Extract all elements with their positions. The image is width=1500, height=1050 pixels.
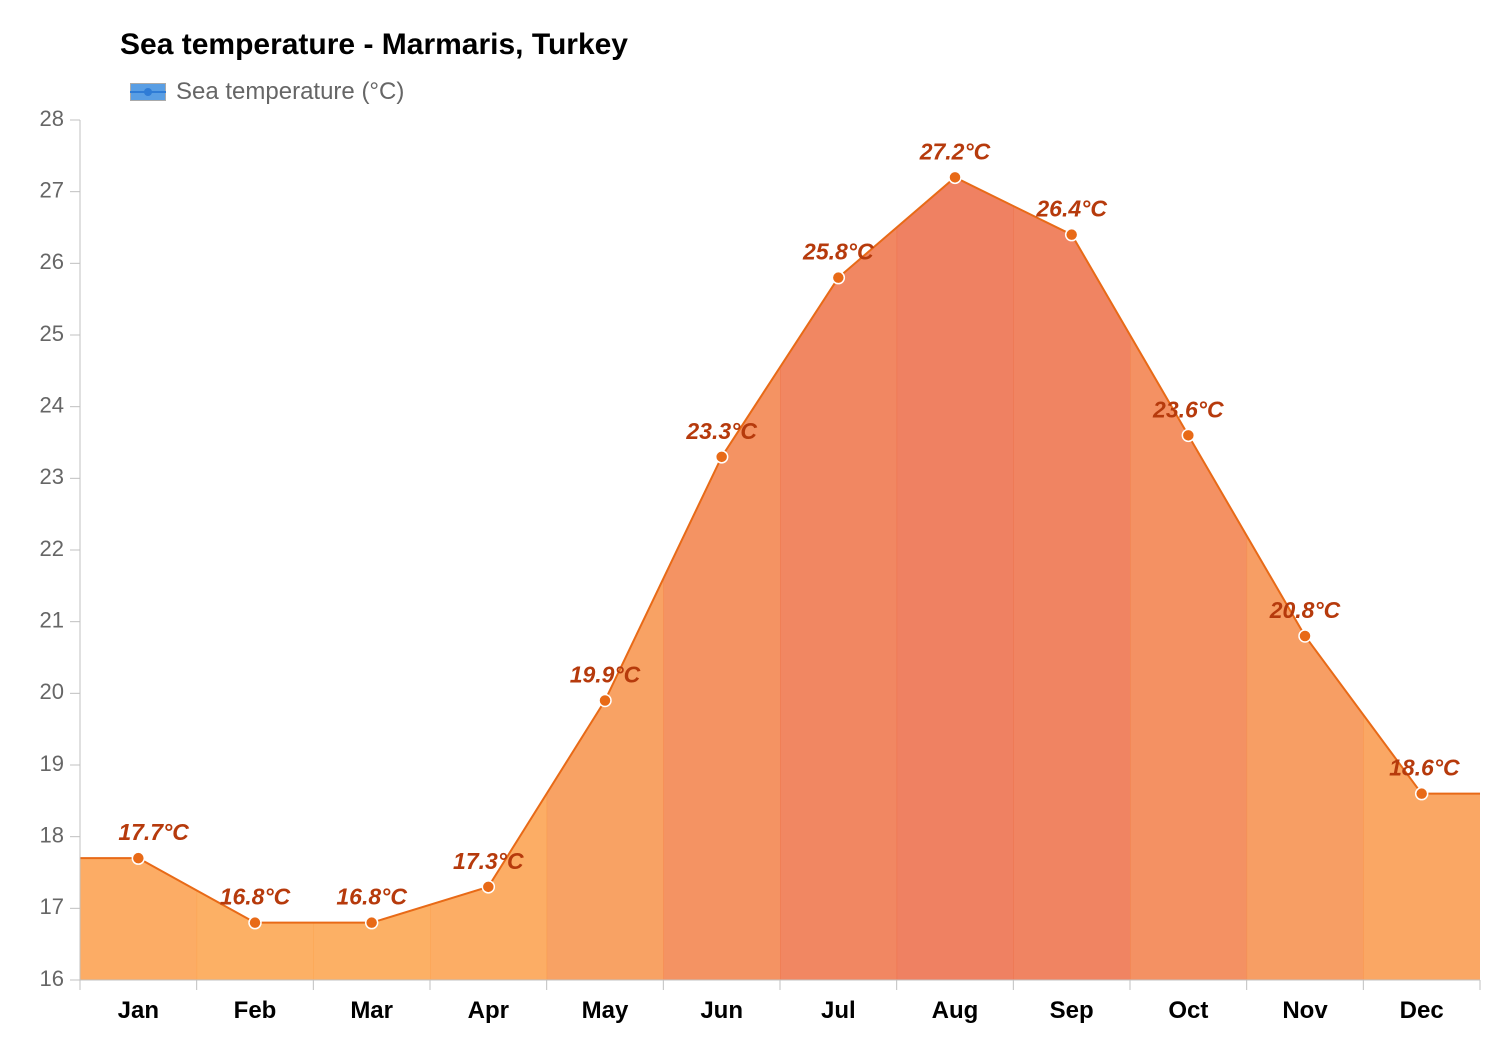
data-label: 20.8°C (1269, 597, 1341, 623)
y-axis-label: 26 (40, 249, 64, 274)
data-label: 23.6°C (1152, 396, 1224, 422)
x-axis-label: Feb (234, 997, 277, 1024)
data-label: 26.4°C (1035, 196, 1107, 222)
x-axis-label: Aug (932, 997, 979, 1024)
data-point (1299, 630, 1311, 642)
x-axis-label: May (582, 997, 629, 1024)
y-axis-label: 21 (40, 607, 64, 632)
data-point (1066, 229, 1078, 241)
data-label: 16.8°C (220, 884, 291, 910)
chart-title: Sea temperature - Marmaris, Turkey (120, 28, 628, 62)
x-axis-label: Nov (1282, 997, 1328, 1024)
data-label: 18.6°C (1389, 755, 1460, 781)
legend-label: Sea temperature (°C) (176, 78, 404, 106)
legend: Sea temperature (°C) (130, 78, 404, 106)
x-axis-label: Sep (1050, 997, 1094, 1024)
data-point (482, 881, 494, 893)
x-axis-label: Mar (350, 997, 393, 1024)
y-axis-label: 23 (40, 464, 64, 489)
data-point (949, 171, 961, 183)
y-axis-label: 24 (40, 392, 64, 417)
data-point (716, 451, 728, 463)
y-axis-label: 17 (40, 894, 64, 919)
x-axis-label: Apr (468, 997, 509, 1024)
y-axis-label: 28 (40, 106, 64, 131)
x-axis-label: Oct (1168, 997, 1208, 1024)
y-axis-label: 18 (40, 822, 64, 847)
data-point (249, 917, 261, 929)
y-axis-label: 16 (40, 966, 64, 991)
data-label: 17.3°C (453, 848, 524, 874)
data-label: 19.9°C (570, 662, 641, 688)
x-axis-label: Jun (700, 997, 743, 1024)
data-point (1182, 429, 1194, 441)
data-label: 17.7°C (118, 819, 189, 845)
data-point (366, 917, 378, 929)
data-label: 16.8°C (336, 884, 407, 910)
data-label: 27.2°C (919, 138, 991, 164)
x-axis-label: Jan (118, 997, 159, 1024)
data-label: 23.3°C (685, 418, 757, 444)
x-axis-label: Jul (821, 997, 856, 1024)
y-axis-label: 20 (40, 679, 64, 704)
data-point (599, 695, 611, 707)
y-axis-label: 19 (40, 751, 64, 776)
legend-swatch (130, 83, 166, 101)
x-axis-label: Dec (1400, 997, 1444, 1024)
data-point (1416, 788, 1428, 800)
data-label: 25.8°C (802, 239, 874, 265)
y-axis-label: 27 (40, 177, 64, 202)
sea-temperature-chart: 16 17 18 19 20 21 22 23 24 25 26 27 28 Jan Feb Mar Apr Ma… (0, 0, 1500, 1050)
y-axis-label: 25 (40, 321, 64, 346)
data-point (132, 852, 144, 864)
y-axis-label: 22 (40, 536, 64, 561)
data-point (832, 272, 844, 284)
